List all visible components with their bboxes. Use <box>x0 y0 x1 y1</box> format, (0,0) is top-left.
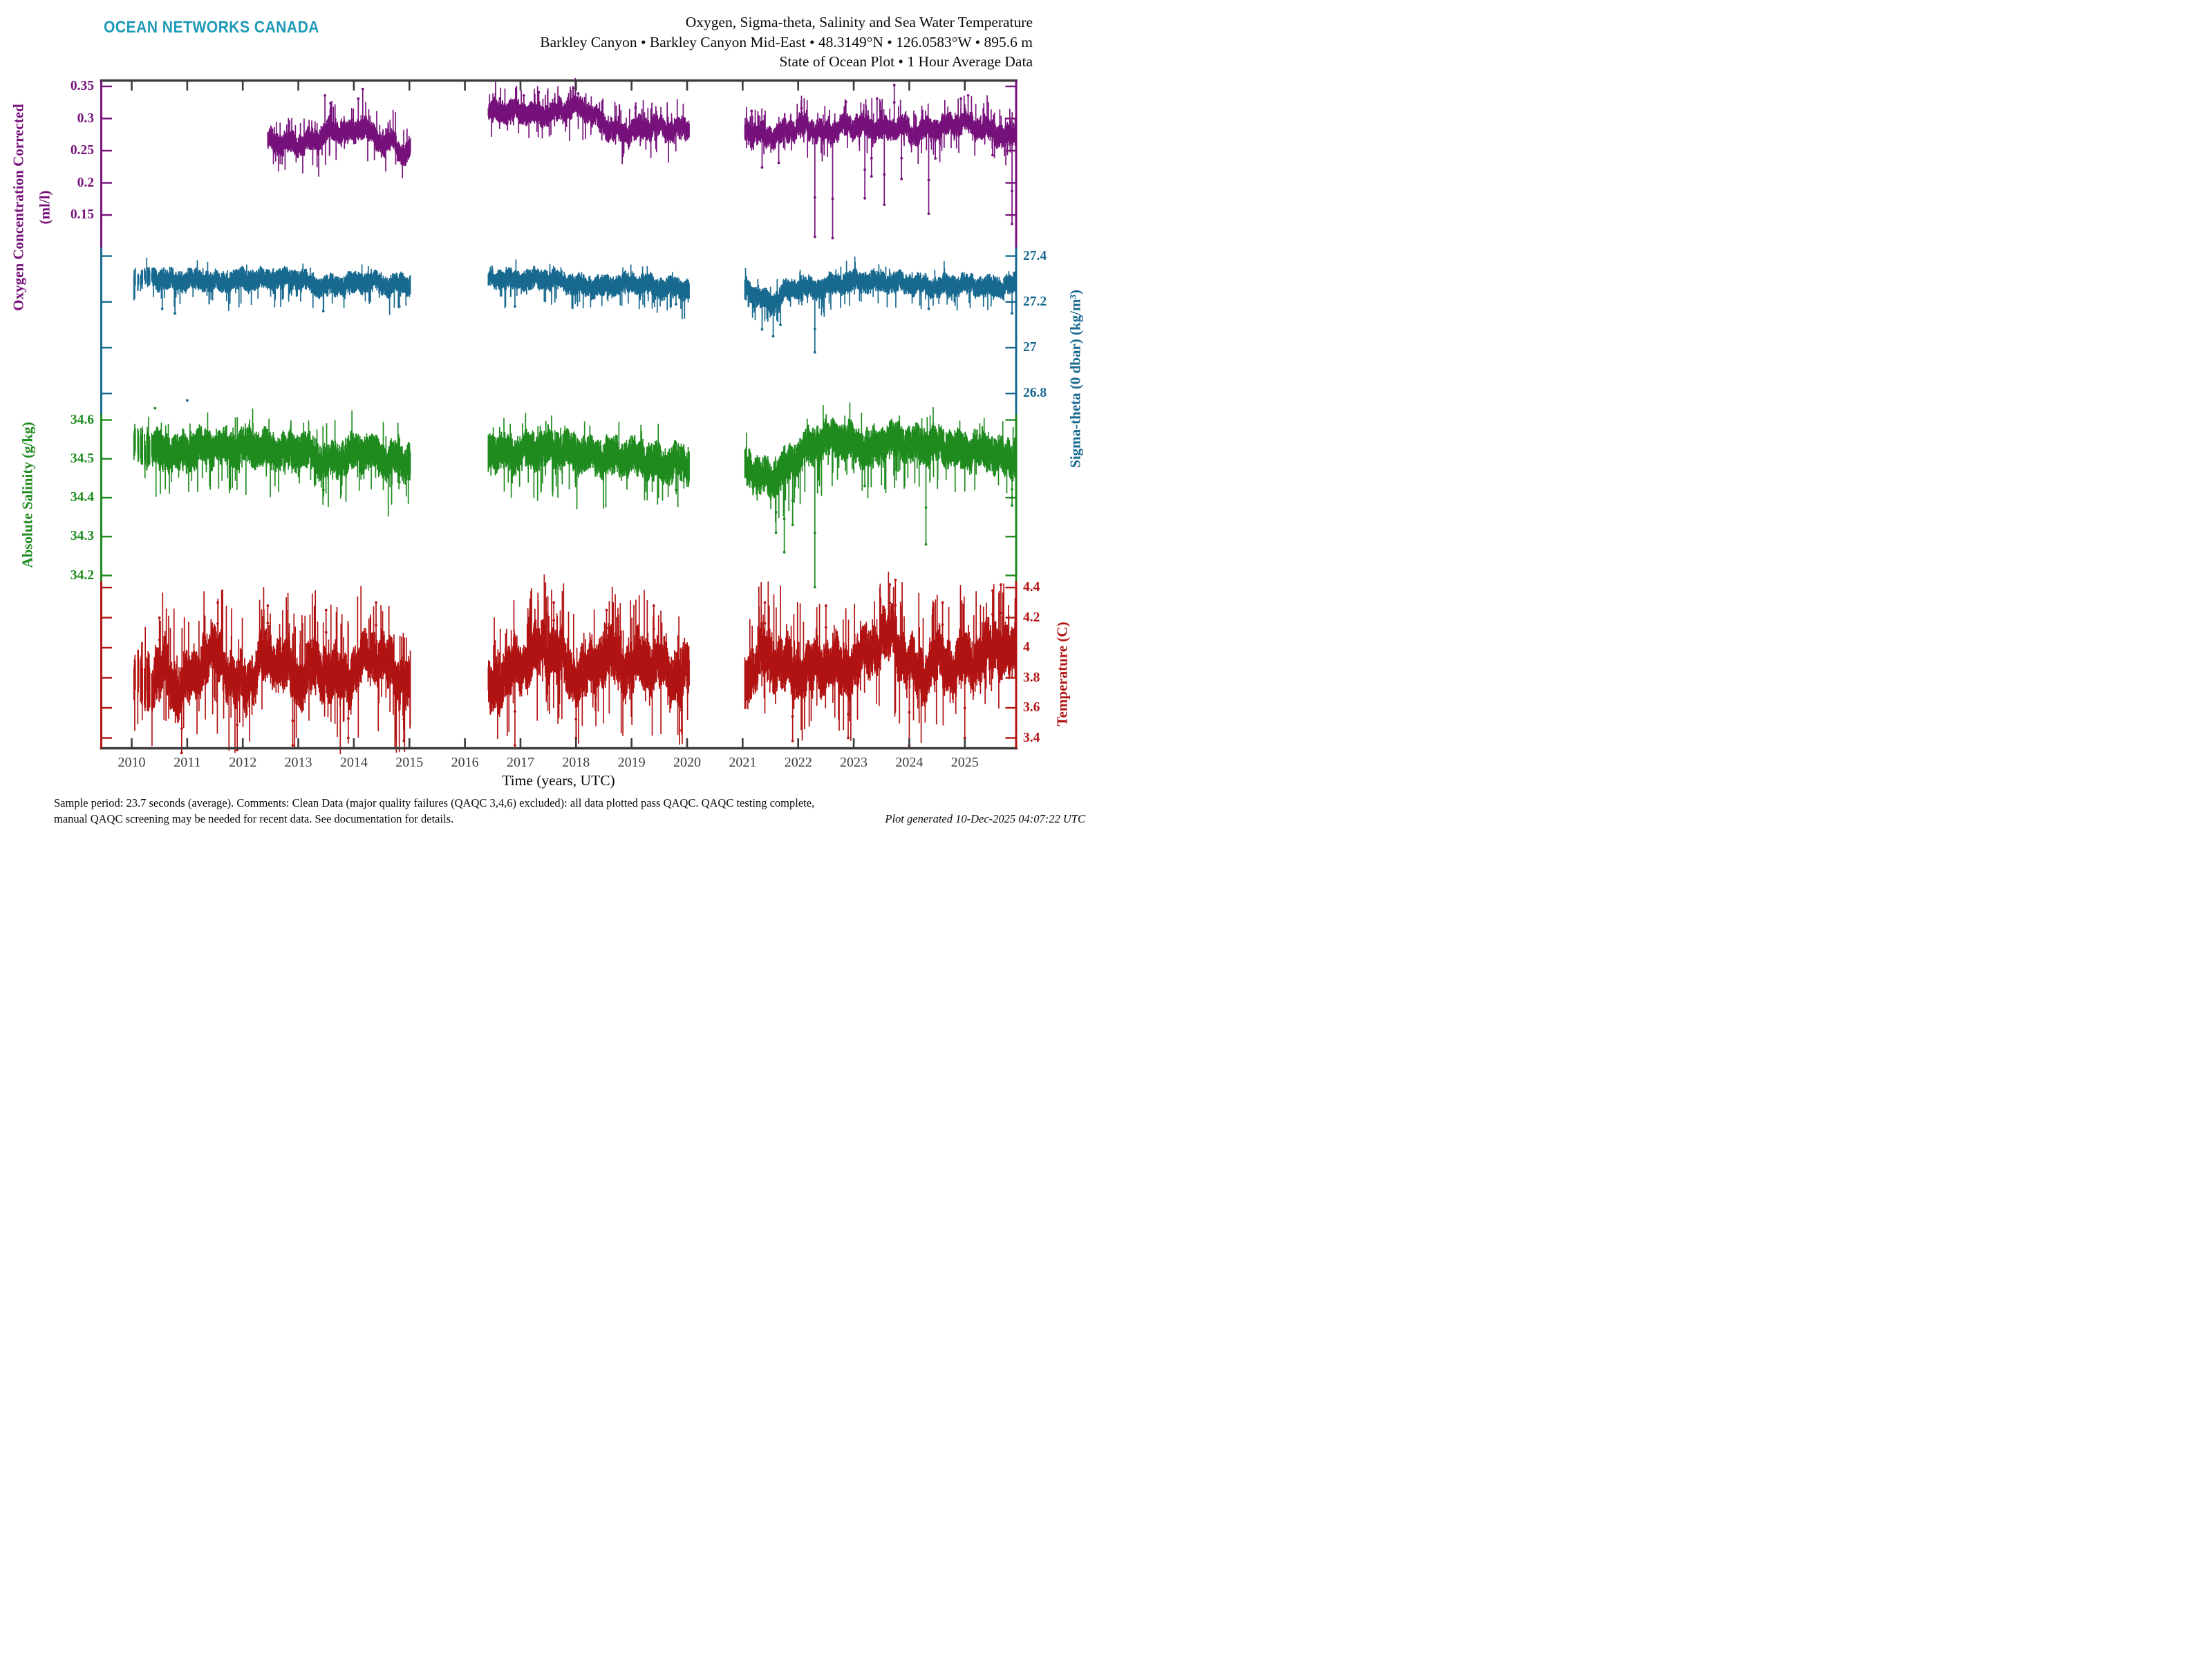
oxygen-tick-label: 0.2 <box>77 175 94 190</box>
footer-comments-line-1: Sample period: 23.7 seconds (average). C… <box>54 796 815 809</box>
temperature-tick-label: 3.6 <box>1023 700 1040 715</box>
oxygen-tick-label: 0.3 <box>77 111 94 126</box>
sigma-tick-label: 27.2 <box>1023 294 1047 309</box>
sigma-tick-label: 27.4 <box>1023 248 1047 263</box>
x-tick-label-2023: 2023 <box>840 755 868 770</box>
x-tick-label-2016: 2016 <box>451 755 479 770</box>
x-tick-label-2022: 2022 <box>784 755 812 770</box>
x-tick-label-2014: 2014 <box>339 755 368 770</box>
x-tick-label-2020: 2020 <box>673 755 701 770</box>
title-line-2: Barkley Canyon • Barkley Canyon Mid-East… <box>540 33 1033 50</box>
sigma-tick-label: 27 <box>1023 340 1037 355</box>
x-tick-label-2025: 2025 <box>950 755 979 770</box>
x-tick-label-2024: 2024 <box>895 755 924 770</box>
onc-logo: OCEAN NETWORKS CANADA <box>104 18 319 37</box>
plot-generated-timestamp: Plot generated 10-Dec-2025 04:07:22 UTC <box>885 812 1085 825</box>
sigma-theta-axis-label: Sigma-theta (0 dbar) (kg/m³) <box>1067 290 1084 468</box>
oxygen-tick-label: 0.35 <box>70 79 94 93</box>
footer-comments-line-2: manual QAQC screening may be needed for … <box>54 812 454 825</box>
salinity-tick-label: 34.6 <box>70 412 94 427</box>
salinity-tick-label: 34.2 <box>70 568 94 583</box>
x-tick-label-2019: 2019 <box>617 755 646 770</box>
title-line-1: Oxygen, Sigma-theta, Salinity and Sea Wa… <box>685 14 1033 30</box>
x-tick-label-2017: 2017 <box>506 755 534 770</box>
temperature-tick-label: 4.2 <box>1023 610 1040 625</box>
x-tick-label-2011: 2011 <box>174 755 201 770</box>
plot-title: Oxygen, Sigma-theta, Salinity and Sea Wa… <box>540 12 1033 72</box>
x-tick-label-2021: 2021 <box>729 755 757 770</box>
temperature-tick-label: 3.8 <box>1023 670 1040 685</box>
oxygen-tick-label: 0.25 <box>70 143 94 158</box>
x-tick-label-2010: 2010 <box>118 755 146 770</box>
title-line-3: State of Ocean Plot • 1 Hour Average Dat… <box>779 53 1033 70</box>
temperature-tick-label: 4.4 <box>1023 580 1040 594</box>
x-tick-label-2018: 2018 <box>562 755 590 770</box>
data-canvas <box>0 0 1106 830</box>
x-axis-label: Time (years, UTC) <box>502 772 615 789</box>
x-tick-label-2012: 2012 <box>229 755 257 770</box>
oxygen-tick-label: 0.15 <box>70 207 94 222</box>
temperature-tick-label: 4 <box>1023 640 1030 655</box>
salinity-tick-label: 34.5 <box>70 451 94 466</box>
x-tick-label-2015: 2015 <box>395 755 424 770</box>
state-of-ocean-plot: OCEAN NETWORKS CANADA Oxygen, Sigma-thet… <box>0 0 1106 830</box>
sigma-tick-label: 26.8 <box>1023 386 1047 401</box>
salinity-tick-label: 34.3 <box>70 529 94 544</box>
temperature-tick-label: 3.4 <box>1023 730 1040 745</box>
plot-frame <box>100 79 1018 750</box>
x-tick-label-2013: 2013 <box>284 755 312 770</box>
salinity-tick-label: 34.4 <box>70 490 94 505</box>
